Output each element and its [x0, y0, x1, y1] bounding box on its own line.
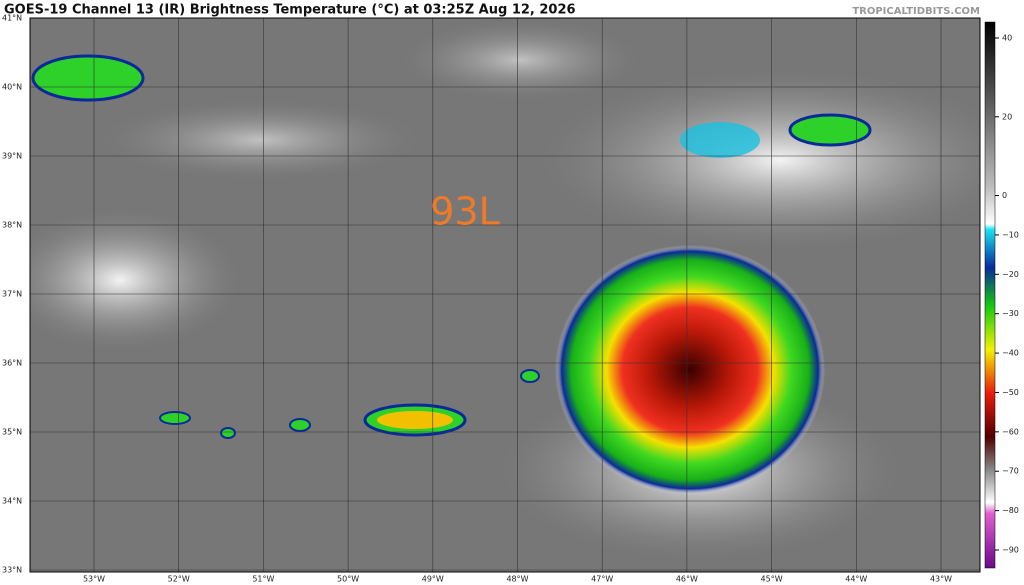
colorbar-tick-label: −80 [1002, 506, 1019, 515]
graticule [30, 18, 980, 572]
colorbar-tick-label: −10 [1002, 230, 1019, 239]
colorbar [984, 21, 996, 569]
lat-label: 41°N [2, 14, 22, 23]
lon-label: 52°W [168, 575, 190, 584]
lon-label: 51°W [252, 575, 274, 584]
lat-label: 39°N [2, 152, 22, 161]
colorbar-tick-label: −50 [1002, 388, 1019, 397]
lon-label: 49°W [422, 575, 444, 584]
colorbar-tick-label: 0 [1002, 191, 1007, 200]
lon-label: 48°W [506, 575, 528, 584]
lat-label: 33°N [2, 566, 22, 575]
lon-label: 47°W [591, 575, 613, 584]
lon-label: 50°W [337, 575, 359, 584]
colorbar-tick-label: −30 [1002, 309, 1019, 318]
lon-label: 53°W [83, 575, 105, 584]
colorbar-tick-label: −60 [1002, 427, 1019, 436]
colorbar-tick-label: −40 [1002, 349, 1019, 358]
colorbar-tick-label: 40 [1002, 34, 1012, 43]
lat-label: 36°N [2, 359, 22, 368]
storm-label: 93L [430, 190, 500, 234]
lat-label: 40°N [2, 83, 22, 92]
map-frame [29, 17, 981, 573]
colorbar-tick-label: −70 [1002, 467, 1019, 476]
lon-label: 46°W [676, 575, 698, 584]
lat-label: 35°N [2, 428, 22, 437]
colorbar-tick-label: 20 [1002, 112, 1012, 121]
satellite-image [30, 18, 980, 572]
lat-label: 37°N [2, 290, 22, 299]
lon-label: 43°W [930, 575, 952, 584]
credit: TROPICALTIDBITS.COM [852, 6, 980, 17]
colorbar-tick-label: −20 [1002, 270, 1019, 279]
lat-label: 34°N [2, 497, 22, 506]
lon-label: 44°W [845, 575, 867, 584]
colorbar-tick-label: −90 [1002, 546, 1019, 555]
lon-label: 45°W [761, 575, 783, 584]
lat-label: 38°N [2, 221, 22, 230]
title: GOES-19 Channel 13 (IR) Brightness Tempe… [4, 3, 576, 18]
